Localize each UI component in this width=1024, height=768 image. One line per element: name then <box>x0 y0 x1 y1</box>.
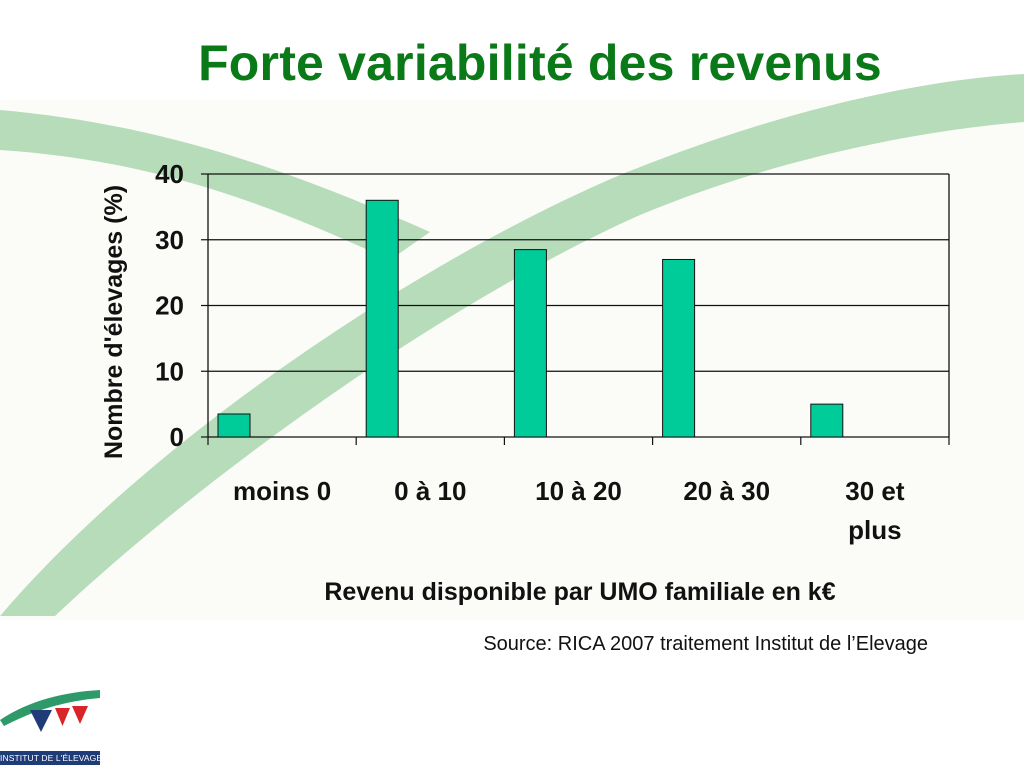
x-axis-label: Revenu disponible par UMO familiale en k… <box>324 578 835 606</box>
bar-4 <box>662 258 696 438</box>
y-tick-label: 30 <box>155 225 184 255</box>
x-tick-label: 0 à 10 <box>394 476 466 506</box>
y-tick-label: 20 <box>155 291 184 321</box>
bar-5 <box>810 403 844 438</box>
y-tick-label: 40 <box>155 159 184 189</box>
x-tick-label: 30 et plus <box>845 476 905 545</box>
logo-triangle-red-2 <box>72 706 88 724</box>
swoosh-curve <box>0 74 1024 616</box>
bar-chart: 0 10 20 30 40 moins 0 0 à 10 10 à 20 20 à 30 30 … <box>100 159 950 606</box>
swoosh-band <box>0 110 430 260</box>
bar-1 <box>217 413 251 438</box>
chart-gridlines <box>208 173 949 372</box>
slide-background-panel <box>0 100 1024 620</box>
y-axis-label: Nombre d'élevages (%) <box>100 185 128 459</box>
slide-title: Forte variabilité des revenus <box>198 35 882 91</box>
bar-3 <box>513 249 547 438</box>
logo-swoosh <box>0 690 100 726</box>
logo-triangle-red-1 <box>55 708 70 726</box>
y-tick-label: 0 <box>170 422 184 452</box>
institut-logo <box>0 690 100 732</box>
logo-triangle-blue <box>30 710 52 732</box>
x-tick-label: 20 à 30 <box>683 476 770 506</box>
y-tick-label: 10 <box>155 356 184 386</box>
bar-2 <box>365 199 399 438</box>
x-tick-labels: moins 0 0 à 10 10 à 20 20 à 30 30 et plus <box>233 476 905 545</box>
x-tick-label: moins 0 <box>233 476 331 506</box>
chart-bars <box>217 199 844 438</box>
x-tick-label: 10 à 20 <box>535 476 622 506</box>
y-tick-labels: 0 10 20 30 40 <box>155 159 184 452</box>
source-note: Source: RICA 2007 traitement Institut de… <box>483 633 928 655</box>
logo-text: INSTITUT DE L'ÉLEVAGE <box>0 751 100 765</box>
